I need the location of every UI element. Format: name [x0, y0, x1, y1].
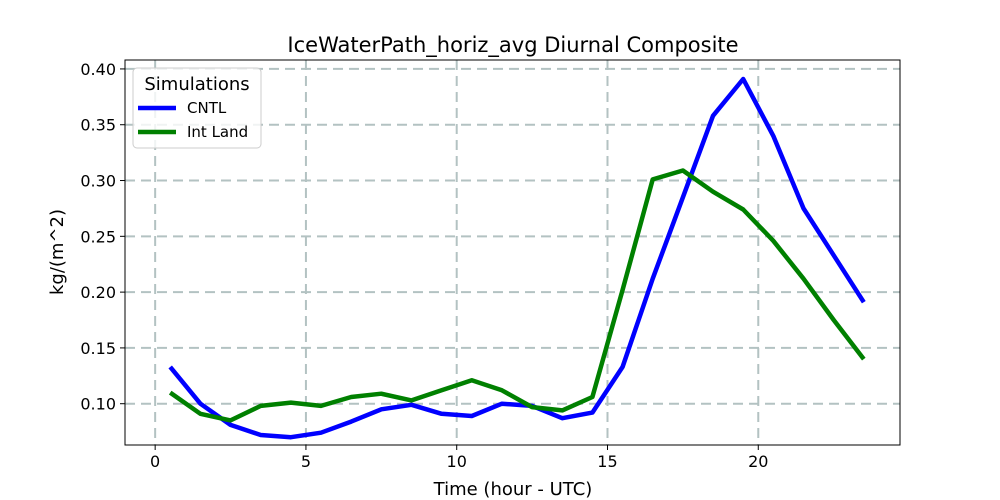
y-tick-label: 0.40 — [80, 60, 116, 79]
x-tick-label: 10 — [447, 452, 467, 471]
y-tick-label: 0.20 — [80, 283, 116, 302]
legend-box — [132, 67, 262, 149]
series-line-int-land — [168, 168, 866, 423]
y-tick-label: 0.10 — [80, 395, 116, 414]
y-axis: 0.10 0.15 0.20 0.25 0.30 0.35 0.40 — [80, 60, 125, 414]
chart-title: IceWaterPath_horiz_avg Diurnal Composite — [287, 33, 738, 58]
plot-frame — [124, 59, 901, 446]
x-tick-label: 0 — [150, 452, 160, 471]
x-tick-label: 15 — [597, 452, 617, 471]
series-line-cntl — [168, 76, 866, 440]
x-tick-label: 20 — [748, 452, 768, 471]
y-tick-label: 0.25 — [80, 227, 116, 246]
y-tick-label: 0.30 — [80, 172, 116, 191]
legend-title: Simulations — [144, 74, 249, 95]
x-tick-label: 5 — [301, 452, 311, 471]
y-tick-label: 0.15 — [80, 339, 116, 358]
series-lines — [168, 76, 866, 440]
legend-label-int-land: Int Land — [187, 123, 248, 141]
x-axis: 0 5 10 15 20 — [150, 445, 768, 471]
legend: Simulations CNTL Int Land — [132, 67, 262, 149]
y-tick-label: 0.35 — [80, 116, 116, 135]
legend-items: CNTL Int Land — [138, 99, 248, 141]
y-axis-label: kg/(m^2) — [47, 209, 68, 295]
legend-label-cntl: CNTL — [187, 99, 227, 117]
x-axis-label: Time (hour - UTC) — [433, 479, 593, 500]
